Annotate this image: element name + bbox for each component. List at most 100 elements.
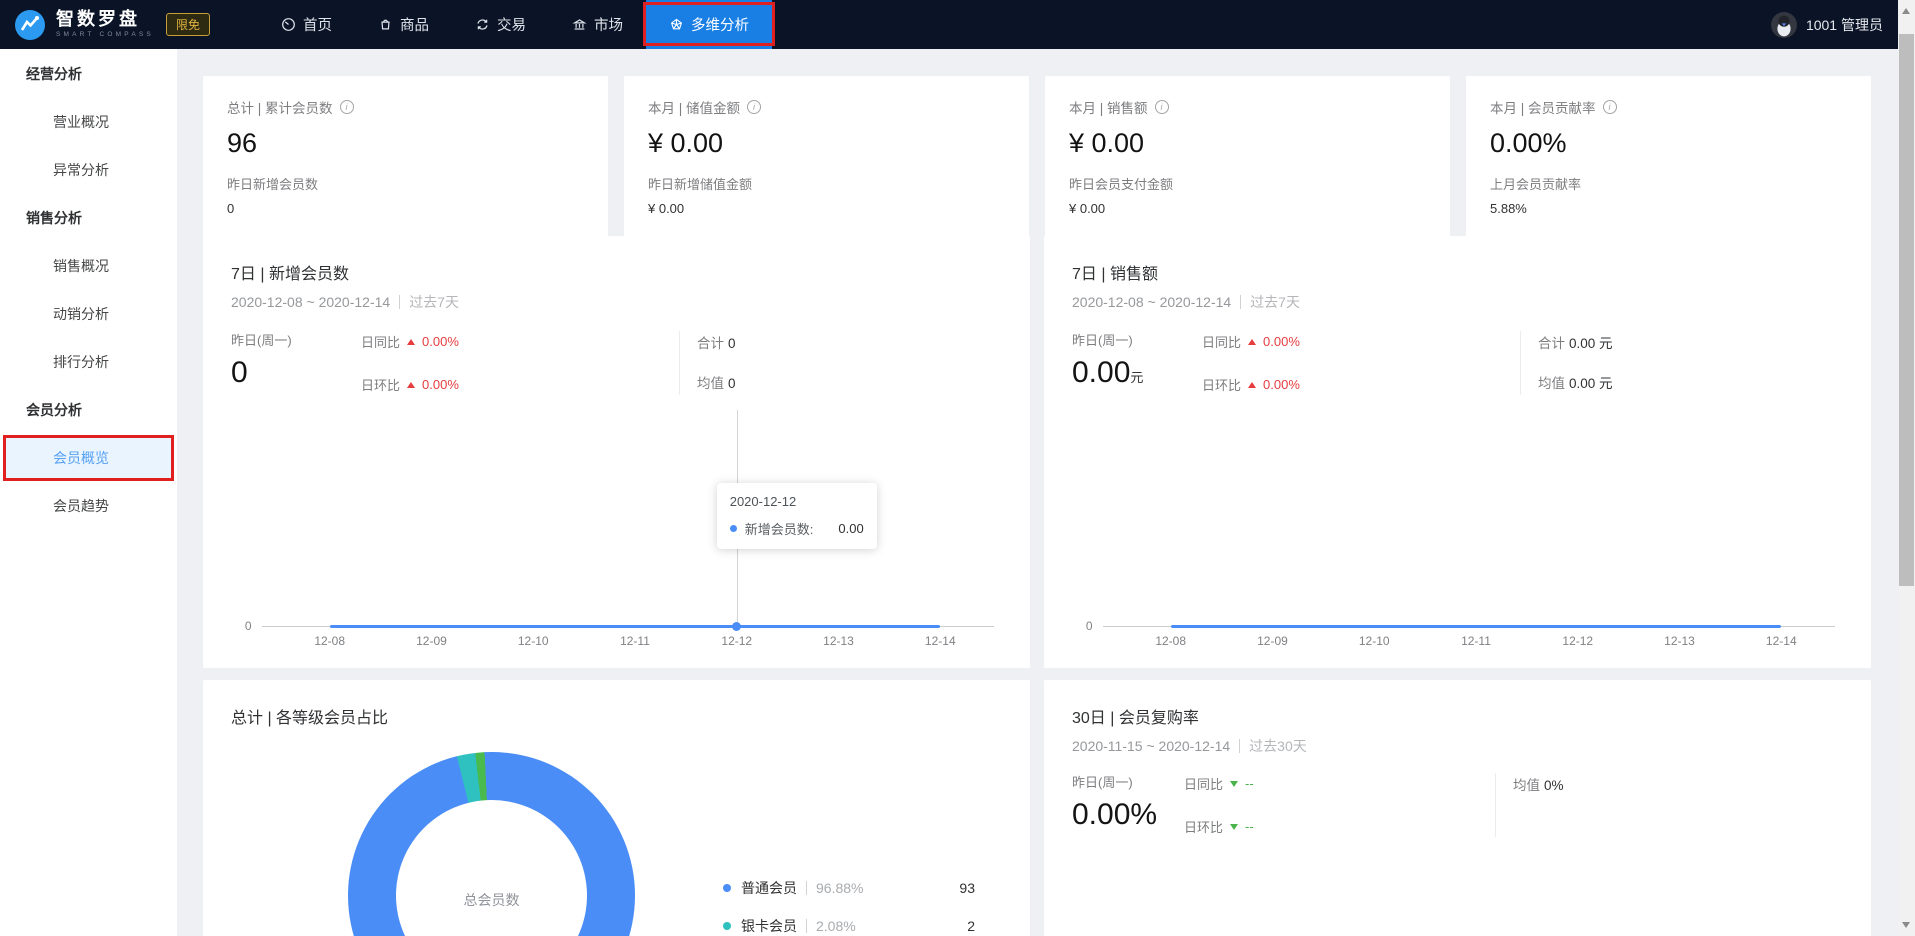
divider	[1240, 295, 1242, 309]
x-tick: 12-13	[1664, 634, 1695, 648]
trend-chart-row: 7日 | 新增会员数 2020-12-08 ~ 2020-12-14 过去7天 …	[203, 236, 1871, 668]
sales-line-chart[interactable]: 0 12-08 12-09 12-10 12-11 12-12 12-13 12…	[1072, 406, 1843, 648]
main-nav: 首页 商品 交易 市场 多维分析	[258, 0, 775, 49]
yesterday-label: 昨日(周一)	[1072, 333, 1133, 348]
mom-value: --	[1245, 819, 1254, 834]
nav-item-goods[interactable]: 商品	[355, 0, 452, 49]
info-icon[interactable]	[1602, 100, 1617, 114]
sidebar-section-business-analysis: 经营分析	[26, 66, 82, 82]
tooltip-date: 2020-12-12	[729, 494, 797, 509]
sidebar-item-member-overview[interactable]: 会员概览	[3, 435, 174, 481]
x-tick: 12-14	[924, 634, 956, 648]
sidebar-item-anomaly-analysis[interactable]: 异常分析	[53, 162, 109, 178]
new-members-line-chart[interactable]: 0 2020-12-12 新增会员数: 0.00 12-08	[231, 406, 1002, 648]
nav-item-multi-analysis[interactable]: 多维分析	[642, 0, 775, 49]
total-value: 0.00 元	[1569, 336, 1613, 351]
trade-cycle-icon	[477, 19, 488, 30]
yoy-label: 日同比	[361, 335, 401, 350]
up-triangle-icon	[407, 338, 416, 345]
sidebar-item-business-overview[interactable]: 营业概况	[53, 114, 109, 130]
date-range: 2020-12-08 ~ 2020-12-14	[1072, 294, 1232, 310]
info-icon[interactable]	[747, 100, 762, 114]
avg-label: 均值	[1513, 778, 1540, 793]
up-triangle-icon	[1248, 381, 1257, 388]
x-tick: 12-08	[314, 634, 346, 648]
donut-legend: 普通会员 96.88% 93 银卡会员 2.08% 2	[723, 875, 975, 936]
yesterday-unit: 元	[1130, 370, 1144, 385]
kpi-card-sales: 本月 | 销售额 ¥ 0.00 昨日会员支付金额 ¥ 0.00	[1045, 76, 1450, 237]
x-tick: 12-09	[1257, 634, 1288, 648]
y-axis-zero-label: 0	[1085, 619, 1093, 633]
kpi-value: 0.00%	[1490, 128, 1567, 158]
divider	[1520, 331, 1521, 395]
sidebar-item-sellthrough-analysis[interactable]: 动销分析	[53, 306, 109, 322]
mom-label: 日环比	[361, 378, 401, 393]
kpi-label: 本月 | 储值金额	[648, 101, 741, 116]
goods-bag-icon	[381, 19, 390, 30]
legend-name: 普通会员	[741, 880, 797, 896]
kpi-value: ¥ 0.00	[648, 128, 724, 158]
x-tick: 12-09	[416, 634, 447, 648]
logo-pulse-icon	[15, 9, 45, 40]
yesterday-label: 昨日(周一)	[1072, 775, 1133, 790]
kpi-subvalue: 0	[227, 201, 235, 216]
legend-item-normal-member[interactable]: 普通会员 96.88% 93	[723, 875, 975, 901]
date-range: 2020-11-15 ~ 2020-12-14	[1072, 738, 1231, 754]
sidebar-item-label: 会员概览	[53, 450, 109, 466]
yesterday-value: 0	[231, 356, 248, 389]
legend-item-silver-member[interactable]: 银卡会员 2.08% 2	[723, 913, 975, 936]
x-tick: 12-11	[620, 634, 650, 648]
top-navbar: 智数罗盘 SMART COMPASS 限免 首页 商品 交易	[0, 0, 1915, 49]
up-triangle-icon	[407, 381, 416, 388]
info-icon[interactable]	[1154, 100, 1169, 114]
bottom-card-row: 总计 | 各等级会员占比 总会员数 普通会员 96.88% 93 银卡会员	[203, 680, 1871, 936]
divider	[679, 331, 680, 395]
kpi-value: ¥ 0.00	[1069, 128, 1145, 158]
sidebar: 经营分析 营业概况 异常分析 销售分析 销售概况 动销分析 排行分析 会员分析 …	[0, 49, 177, 936]
up-triangle-icon	[1248, 338, 1257, 345]
kpi-subvalue: ¥ 0.00	[648, 201, 685, 216]
info-icon[interactable]	[339, 100, 354, 114]
legend-dot-icon	[723, 884, 731, 892]
legend-percent: 96.88%	[816, 880, 864, 896]
yoy-label: 日同比	[1184, 777, 1224, 792]
nav-item-label: 市场	[593, 18, 623, 34]
avg-value: 0%	[1544, 778, 1564, 793]
nav-item-trade[interactable]: 交易	[452, 0, 549, 49]
vertical-scrollbar[interactable]	[1898, 0, 1915, 936]
sidebar-item-sales-overview[interactable]: 销售概况	[53, 258, 109, 274]
scrollbar-thumb[interactable]	[1899, 34, 1914, 586]
kpi-subvalue: 5.88%	[1490, 201, 1527, 216]
nav-item-home[interactable]: 首页	[258, 0, 355, 49]
kpi-card-row: 总计 | 累计会员数 96 昨日新增会员数 0 本月 | 储值金额 ¥ 0.00…	[203, 76, 1871, 237]
avg-value: 0	[728, 376, 736, 391]
sidebar-section-sales-analysis: 销售分析	[26, 210, 82, 226]
donut-center-label: 总会员数	[463, 892, 520, 908]
sidebar-item-member-trend[interactable]: 会员趋势	[53, 498, 109, 514]
series-dot-icon	[729, 525, 737, 532]
user-menu[interactable]: 1001 管理员	[1770, 11, 1883, 38]
period-label: 过去7天	[409, 294, 459, 310]
x-axis-ticks: 12-08 12-09 12-10 12-11 12-12 12-13 12-1…	[1147, 634, 1806, 648]
scroll-down-arrow-icon[interactable]	[1902, 922, 1910, 928]
x-tick: 12-13	[823, 634, 854, 648]
kpi-label: 本月 | 销售额	[1069, 101, 1148, 116]
x-tick: 12-14	[1765, 634, 1797, 648]
nav-item-market[interactable]: 市场	[549, 0, 646, 49]
down-triangle-icon	[1230, 780, 1239, 787]
new-members-chart-card: 7日 | 新增会员数 2020-12-08 ~ 2020-12-14 过去7天 …	[203, 236, 1030, 668]
yoy-value: 0.00%	[422, 334, 459, 349]
sidebar-item-ranking-analysis[interactable]: 排行分析	[53, 354, 109, 370]
sidebar-section-member-analysis: 会员分析	[26, 402, 82, 418]
kpi-card-total-members: 总计 | 累计会员数 96 昨日新增会员数 0	[203, 76, 608, 237]
x-tick: 12-08	[1155, 634, 1187, 648]
app-logo[interactable]: 智数罗盘 SMART COMPASS	[14, 9, 154, 41]
card-title: 30日 | 会员复购率	[1072, 710, 1199, 727]
kpi-label: 本月 | 会员贡献率	[1490, 101, 1596, 116]
avg-value: 0.00 元	[1569, 376, 1613, 391]
yoy-value: --	[1245, 776, 1254, 791]
scroll-up-arrow-icon[interactable]	[1902, 8, 1910, 14]
mom-label: 日环比	[1202, 378, 1242, 393]
free-trial-badge: 限免	[165, 13, 210, 36]
yesterday-value: 0.00%	[1072, 798, 1158, 831]
